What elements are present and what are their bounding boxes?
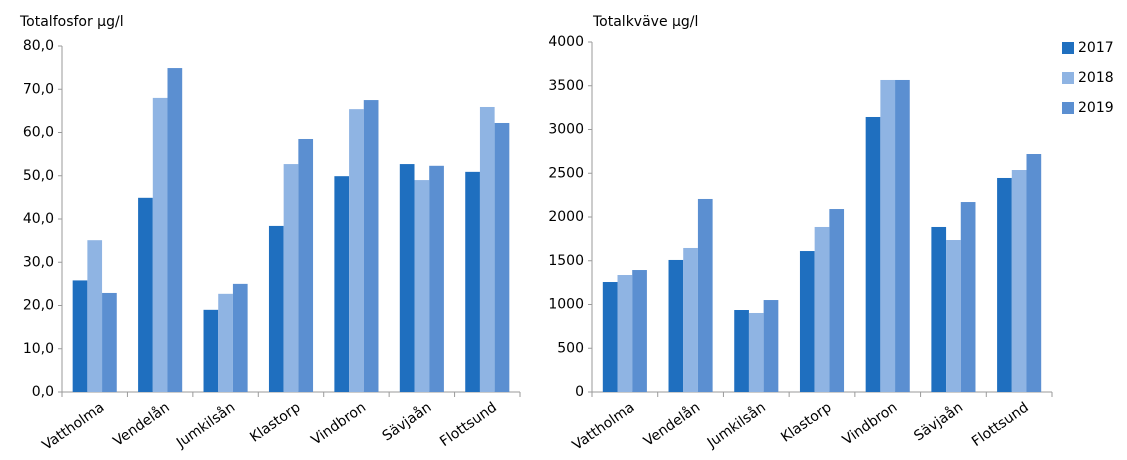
bar	[946, 240, 961, 392]
bar	[763, 300, 779, 392]
y-tick-label: 500	[557, 340, 584, 356]
bar	[697, 198, 713, 392]
bar	[683, 247, 698, 392]
x-tick-label: Flottsund	[437, 399, 500, 450]
bar	[668, 259, 684, 392]
y-tick-label: 3000	[548, 122, 584, 138]
bar	[72, 280, 88, 392]
chart-title: Totalkväve µg/l	[592, 14, 698, 30]
chart-title: Totalfosfor µg/l	[19, 14, 124, 30]
bar	[283, 164, 299, 392]
bar	[960, 202, 976, 392]
y-tick-label: 70,0	[23, 81, 54, 97]
y-tick-label: 1500	[548, 253, 584, 269]
bar	[931, 226, 947, 392]
bar	[880, 79, 896, 392]
bar	[602, 282, 618, 392]
x-tick-label: Sävjaån	[379, 399, 434, 445]
x-tick-label: Vendelån	[110, 399, 173, 450]
y-tick-label: 80,0	[23, 38, 54, 54]
bar	[814, 226, 830, 392]
legend-swatch	[1062, 102, 1074, 114]
bar	[102, 292, 117, 392]
legend-swatch	[1062, 72, 1074, 84]
bar	[87, 240, 103, 392]
y-tick-label: 20,0	[23, 298, 54, 314]
bar	[349, 109, 364, 393]
bar	[138, 197, 153, 392]
bar	[865, 116, 881, 393]
bar	[152, 97, 168, 393]
y-tick-label: 2500	[548, 165, 584, 181]
y-tick-label: 40,0	[23, 211, 54, 227]
x-tick-label: Sävjaån	[911, 399, 966, 445]
bar	[232, 283, 248, 392]
bar	[799, 251, 815, 392]
bar	[399, 164, 415, 392]
bar	[298, 138, 314, 392]
bar	[617, 275, 633, 392]
y-tick-label: 1000	[548, 297, 584, 313]
x-tick-label: Klastorp	[247, 399, 303, 445]
bar	[494, 122, 510, 393]
y-tick-label: 2000	[548, 209, 584, 225]
x-tick-label: Vindbron	[840, 399, 901, 448]
legend-label: 2019	[1078, 100, 1114, 116]
bar	[895, 79, 910, 392]
bar	[414, 180, 430, 392]
bar	[829, 209, 845, 392]
x-tick-label: Vendelån	[640, 399, 703, 450]
bar	[1011, 170, 1027, 392]
bar	[363, 100, 379, 392]
y-tick-label: 10,0	[23, 341, 54, 357]
bar	[203, 309, 219, 392]
y-tick-label: 3500	[548, 78, 584, 94]
legend-swatch	[1062, 42, 1074, 54]
y-tick-label: 0,0	[32, 384, 54, 400]
bar	[429, 165, 444, 392]
y-tick-label: 0	[575, 384, 584, 400]
bar	[465, 171, 480, 392]
bar	[997, 177, 1012, 392]
bar	[734, 310, 749, 392]
bar	[748, 312, 764, 392]
x-tick-label: Klastorp	[778, 399, 834, 445]
bar	[479, 106, 495, 393]
bar	[268, 225, 284, 392]
x-tick-label: Vindbron	[308, 399, 369, 448]
x-tick-label: Vattholma	[39, 399, 107, 453]
x-tick-label: Jumkilsån	[172, 399, 238, 452]
y-tick-label: 30,0	[23, 254, 54, 270]
y-tick-label: 4000	[548, 34, 584, 50]
legend-label: 2017	[1078, 40, 1114, 56]
bar	[1026, 154, 1042, 392]
bar	[167, 68, 183, 393]
y-tick-label: 50,0	[23, 168, 54, 184]
bar	[632, 270, 647, 392]
legend-label: 2018	[1078, 70, 1114, 86]
x-tick-label: Vattholma	[570, 399, 638, 453]
bar	[218, 293, 233, 392]
x-tick-label: Jumkilsån	[703, 399, 769, 452]
y-tick-label: 60,0	[23, 125, 54, 141]
x-tick-label: Flottsund	[969, 399, 1032, 450]
bar	[334, 176, 350, 392]
